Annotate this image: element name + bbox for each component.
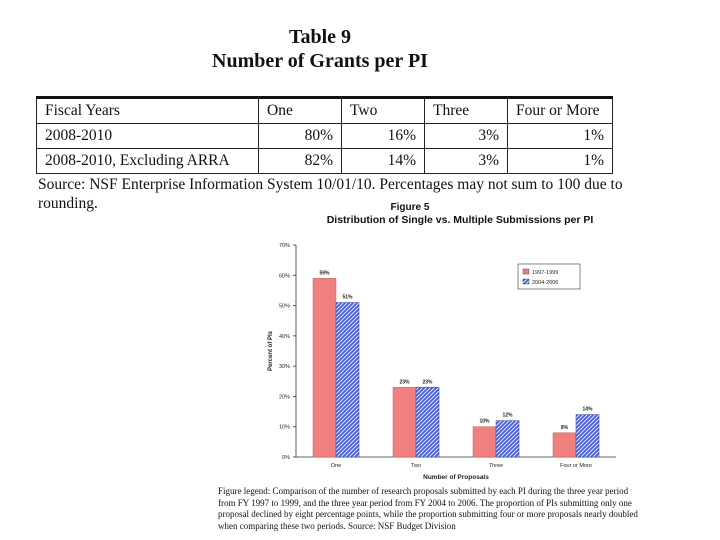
y-axis-label: Percent of PIs xyxy=(268,330,274,371)
header-fiscal-years: Fiscal Years xyxy=(36,96,259,124)
legend-entry: 2004-2006 xyxy=(532,280,558,286)
cell-one: 80% xyxy=(258,123,342,149)
cell-fiscal-year: 2008-2010 xyxy=(36,123,259,149)
cell-two: 14% xyxy=(341,148,425,174)
legend-entry: 1997-1999 xyxy=(532,270,558,276)
y-tick-label: 70% xyxy=(279,243,290,249)
figure-legend-text: Figure legend: Comparison of the number … xyxy=(218,486,718,532)
cell-four-or-more: 1% xyxy=(507,123,613,149)
data-label: 23% xyxy=(399,379,410,385)
bar-series-2004-2006 xyxy=(495,420,520,458)
table-header-row: Fiscal Years One Two Three Four or More xyxy=(36,96,613,124)
y-tick-label: 60% xyxy=(279,273,290,279)
x-axis-label: Number of Proposals xyxy=(423,474,489,481)
y-tick-label: 50% xyxy=(279,304,290,310)
data-label: 12% xyxy=(502,413,513,419)
table-row: 2008-2010 80% 16% 3% 1% xyxy=(36,123,613,149)
cell-three: 3% xyxy=(424,148,508,174)
data-label: 51% xyxy=(342,295,353,301)
legend-line: from FY 1997 to 1999, and the three year… xyxy=(218,497,632,508)
x-tick-label: Four or More xyxy=(560,463,592,469)
header-two: Two xyxy=(341,96,425,124)
legend-line: when comparing these two periods. Source… xyxy=(218,520,456,531)
table-subtitle: Number of Grants per PI xyxy=(212,50,428,72)
y-tick-label: 10% xyxy=(279,425,290,431)
source-line: rounding. xyxy=(38,195,98,212)
data-label: 14% xyxy=(582,407,593,413)
figure-title: Distribution of Single vs. Multiple Subm… xyxy=(326,214,594,226)
legend-box xyxy=(517,263,581,290)
table-title: Table 9 xyxy=(288,26,352,48)
data-label: 59% xyxy=(319,270,330,276)
bar-chart: 0% 10% 20% 30% 40% 50% 60% 70% 59% 51% One 23% 23% Tw… xyxy=(268,243,616,481)
bar-series-1997-1999 xyxy=(552,432,577,458)
grants-table: Fiscal Years One Two Three Four or More … xyxy=(36,96,613,174)
legend-swatch xyxy=(522,268,530,275)
y-tick-label: 20% xyxy=(279,394,290,400)
data-label: 8% xyxy=(561,425,569,431)
figure-label: Figure 5 xyxy=(390,202,430,213)
data-label: 10% xyxy=(479,419,490,425)
x-tick-label: Two xyxy=(411,463,421,469)
legend-line: Figure legend: Comparison of the number … xyxy=(218,486,629,496)
data-label: 23% xyxy=(422,379,433,385)
bar-series-1997-1999 xyxy=(312,278,337,458)
x-tick-label: Three xyxy=(489,463,503,469)
bar-series-2004-2006 xyxy=(335,302,360,458)
table-row: 2008-2010, Excluding ARRA 82% 14% 3% 1% xyxy=(36,148,613,174)
bar-series-1997-1999 xyxy=(472,426,497,458)
source-line: Source: NSF Enterprise Information Syste… xyxy=(38,176,623,193)
header-four-or-more: Four or More xyxy=(507,96,613,124)
cell-fiscal-year: 2008-2010, Excluding ARRA xyxy=(36,148,259,174)
bar-series-2004-2006 xyxy=(575,414,600,458)
bar-series-2004-2006 xyxy=(415,387,440,458)
header-three: Three xyxy=(424,96,508,124)
legend-line: proposal declined by eight percentage po… xyxy=(218,509,638,519)
y-tick-label: 40% xyxy=(279,334,290,340)
legend-swatch xyxy=(522,278,530,285)
x-tick-label: One xyxy=(331,463,341,469)
y-tick-label: 30% xyxy=(279,364,290,370)
header-one: One xyxy=(258,96,342,124)
cell-three: 3% xyxy=(424,123,508,149)
cell-one: 82% xyxy=(258,148,342,174)
cell-four-or-more: 1% xyxy=(507,148,613,174)
table-source-note: Source: NSF Enterprise Information Syste… xyxy=(38,175,688,213)
y-tick-label: 0% xyxy=(282,455,290,461)
cell-two: 16% xyxy=(341,123,425,149)
bar-series-1997-1999 xyxy=(392,387,417,458)
